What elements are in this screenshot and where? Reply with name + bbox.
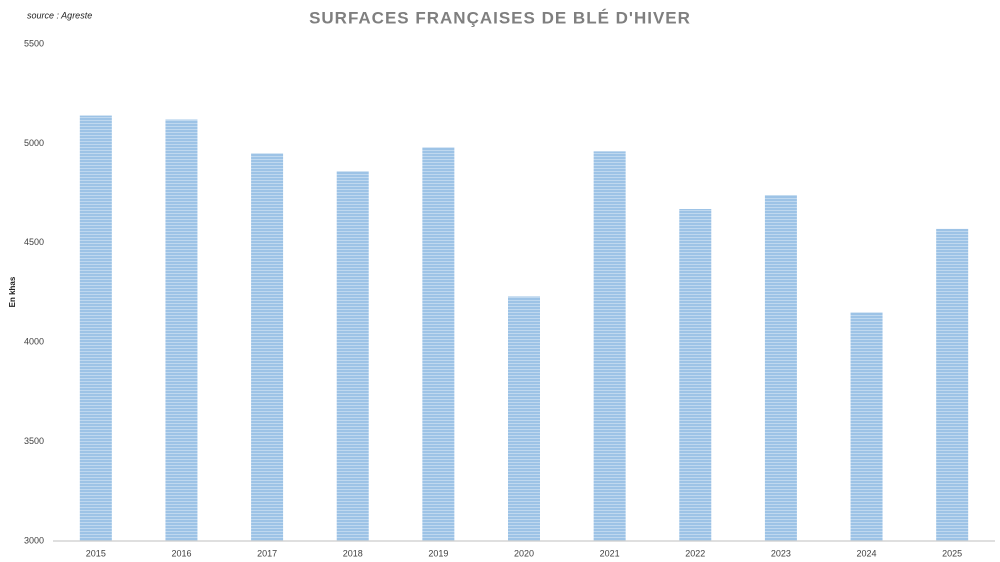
- x-tick-label: 2018: [343, 548, 363, 558]
- bar: [593, 151, 626, 542]
- x-tick-label: 2017: [257, 548, 277, 558]
- x-tick-label: 2025: [942, 548, 962, 558]
- bar: [422, 147, 455, 541]
- y-tick-label: 4000: [24, 337, 44, 347]
- x-tick-label: 2024: [857, 548, 877, 558]
- x-tick-label: 2015: [86, 548, 106, 558]
- x-tick-label: 2016: [171, 548, 191, 558]
- y-tick-label: 4500: [24, 237, 44, 247]
- bar: [850, 312, 883, 541]
- bar: [336, 171, 369, 541]
- bar: [79, 115, 112, 542]
- bar: [508, 296, 540, 541]
- y-axis-label: En khas: [8, 276, 17, 307]
- x-tick-label: 2021: [600, 548, 620, 558]
- chart-title: SURFACES FRANÇAISES DE BLÉ D'HIVER: [309, 8, 691, 27]
- x-tick-label: 2020: [514, 548, 534, 558]
- bar: [764, 195, 797, 541]
- y-tick-label: 3500: [24, 436, 44, 446]
- source-note: source : Agreste: [27, 10, 92, 20]
- y-tick-label: 3000: [24, 535, 44, 545]
- y-tick-label: 5000: [24, 138, 44, 148]
- bar: [679, 209, 712, 541]
- x-tick-label: 2022: [685, 548, 705, 558]
- x-tick-label: 2019: [428, 548, 448, 558]
- bar: [165, 119, 198, 541]
- y-tick-label: 5500: [24, 38, 44, 48]
- x-tick-label: 2023: [771, 548, 791, 558]
- bar: [936, 228, 969, 541]
- bar: [251, 153, 284, 541]
